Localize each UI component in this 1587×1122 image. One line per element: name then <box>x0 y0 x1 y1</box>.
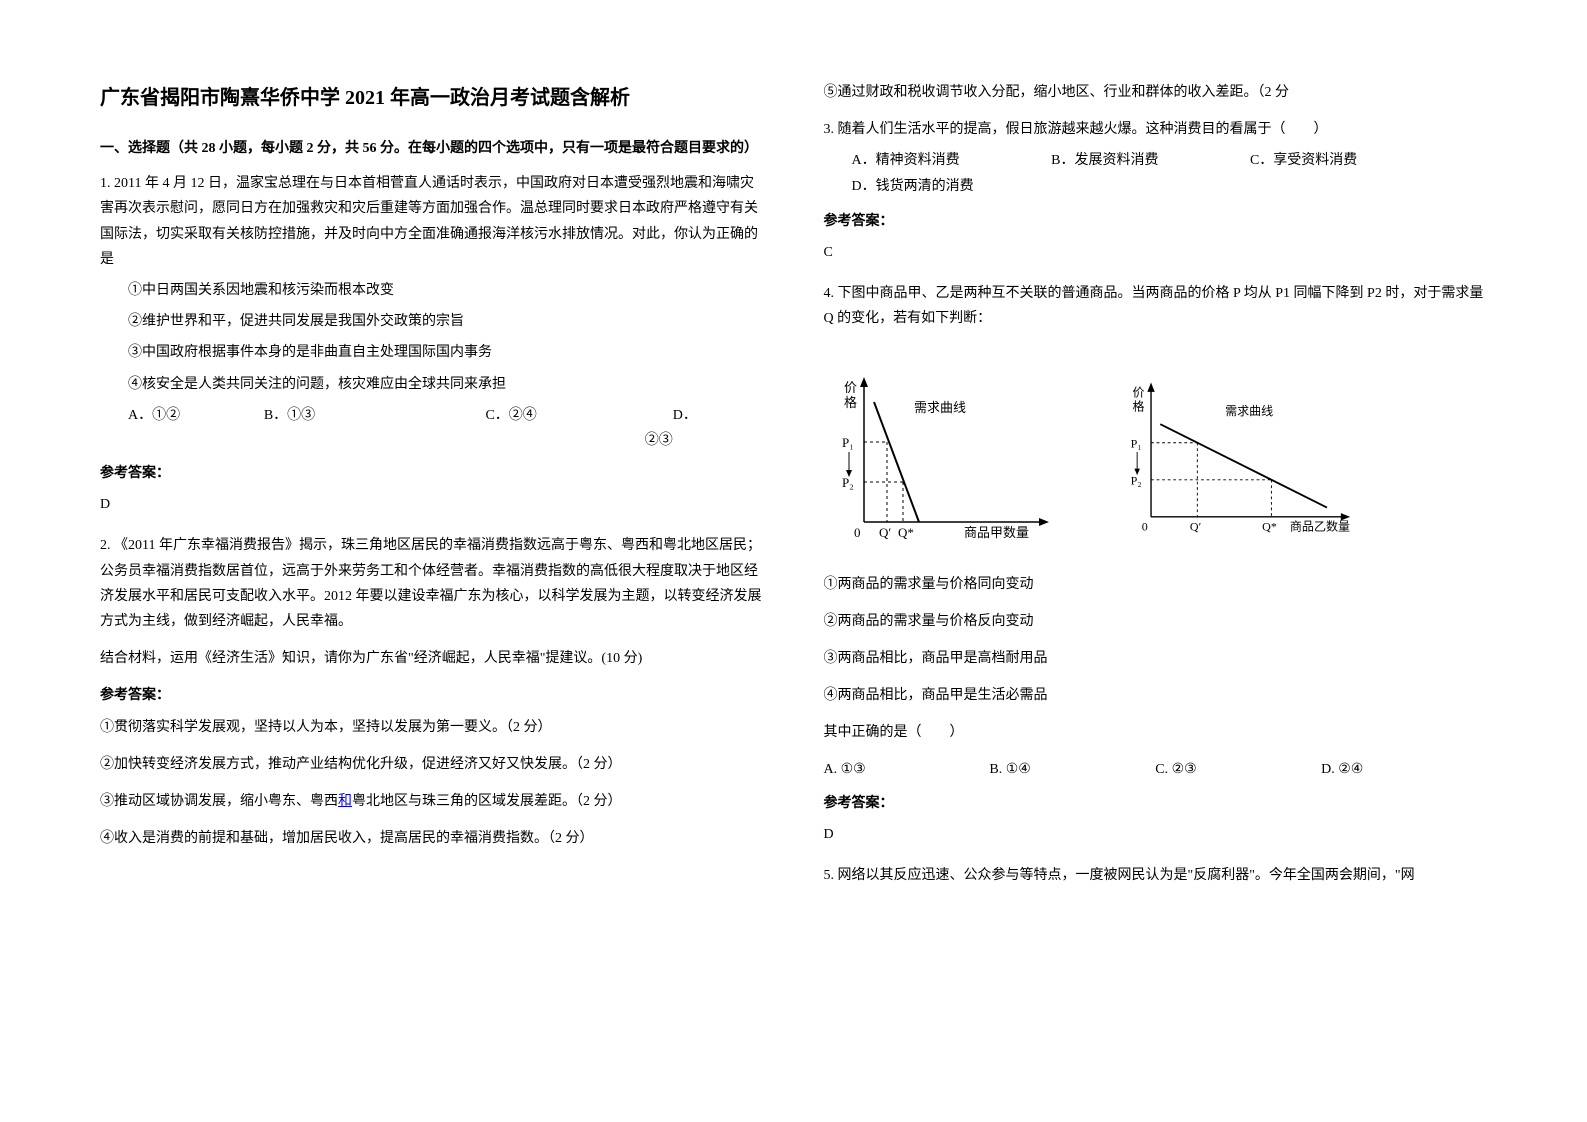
q4-stem: 其中正确的是（ ） <box>824 720 1488 745</box>
svg-text:格: 格 <box>844 395 857 410</box>
q4-statement-2: ②两商品的需求量与价格反向变动 <box>824 609 1488 634</box>
q3-optA: A．精神资料消费 <box>824 148 960 173</box>
left-column: 广东省揭阳市陶熹华侨中学 2021 年高一政治月考试题含解析 一、选择题（共 2… <box>100 80 764 1082</box>
svg-text:P₁: P₁ <box>1130 436 1141 450</box>
q2-answer-3: ③推动区域协调发展，缩小粤东、粤西和粤北地区与珠三角的区域发展差距。（2 分） <box>100 789 764 814</box>
q1-statement-1: ①中日两国关系因地震和核污染而根本改变 <box>100 278 764 303</box>
svg-text:格: 格 <box>1132 398 1144 413</box>
q4-optA: A. ①③ <box>824 757 990 782</box>
chart-yi-ylabel: 价 <box>1132 385 1144 399</box>
q1-options: A．①② B．①③ C．②④ D．②③ <box>100 403 764 453</box>
q2-a3-link[interactable]: 和 <box>338 794 352 809</box>
svg-text:Q′: Q′ <box>879 525 891 540</box>
q1-text: 1. 2011 年 4 月 12 日，温家宝总理在与日本首相菅直人通话时表示，中… <box>100 171 764 272</box>
q3-answer: C <box>824 240 1488 265</box>
page-title: 广东省揭阳市陶熹华侨中学 2021 年高一政治月考试题含解析 <box>100 80 764 116</box>
q4-optB: B. ①④ <box>989 757 1155 782</box>
q2-prompt: 结合材料，运用《经济生活》知识，请你为广东省"经济崛起，人民幸福"提建议。(10… <box>100 646 764 671</box>
svg-text:Q′: Q′ <box>1189 519 1201 533</box>
right-column: ⑤通过财政和税收调节收入分配，缩小地区、行业和群体的收入差距。（2 分 3. 随… <box>824 80 1488 1082</box>
q3-optD: D．钱货两清的消费 <box>824 174 974 199</box>
q1-optD: D．②③ <box>645 403 714 453</box>
chart-yi-curve-label: 需求曲线 <box>1225 403 1273 417</box>
question-1: 1. 2011 年 4 月 12 日，温家宝总理在与日本首相菅直人通话时表示，中… <box>100 171 764 517</box>
q1-statement-3: ③中国政府根据事件本身的是非曲直自主处理国际国内事务 <box>100 340 764 365</box>
q1-optC: C．②④ <box>457 403 594 453</box>
q1-answer-label: 参考答案： <box>100 461 764 486</box>
q4-options: A. ①③ B. ①④ C. ②③ D. ②④ <box>824 757 1488 782</box>
chart-jia-xlabel: 商品甲数量 <box>964 525 1029 540</box>
q3-text: 3. 随着人们生活水平的提高，假日旅游越来越火爆。这种消费目的看属于（ ） <box>824 117 1488 142</box>
chart-yi-xlabel: 商品乙数量 <box>1289 518 1349 533</box>
chart-yi: 价 格 需求曲线 P₁ P₂ <box>1114 352 1364 552</box>
q4-statement-4: ④两商品相比，商品甲是生活必需品 <box>824 683 1488 708</box>
q4-answer-label: 参考答案： <box>824 791 1488 816</box>
q5-text: 5. 网络以其反应迅速、公众参与等特点，一度被网民认为是"反腐利器"。今年全国两… <box>824 863 1488 888</box>
svg-text:P₂: P₂ <box>1130 473 1141 487</box>
q1-optA: A．①② <box>100 403 186 453</box>
q4-optC: C. ②③ <box>1155 757 1321 782</box>
q2-answer-2: ②加快转变经济发展方式，推动产业结构优化升级，促进经济又好又快发展。（2 分） <box>100 752 764 777</box>
chart-jia: 价 格 需求曲线 P₁ P₂ <box>824 352 1074 552</box>
q4-statement-3: ③两商品相比，商品甲是高档耐用品 <box>824 646 1488 671</box>
q3-optB: B．发展资料消费 <box>1023 148 1158 173</box>
question-2: 2. 《2011 年广东幸福消费报告》揭示，珠三角地区居民的幸福消费指数远高于粤… <box>100 533 764 851</box>
q2-answer-5: ⑤通过财政和税收调节收入分配，缩小地区、行业和群体的收入差距。（2 分 <box>824 80 1488 105</box>
chart-jia-ylabel: 价 <box>844 380 857 395</box>
section-header: 一、选择题（共 28 小题，每小题 2 分，共 56 分。在每小题的四个选项中，… <box>100 136 764 161</box>
q1-answer: D <box>100 492 764 517</box>
question-4: 4. 下图中商品甲、乙是两种互不关联的普通商品。当两商品的价格 P 均从 P1 … <box>824 281 1488 847</box>
q2-a3-post: 粤北地区与珠三角的区域发展差距。（2 分） <box>352 794 622 809</box>
q2-a3-pre: ③推动区域协调发展，缩小粤东、粤西 <box>100 794 338 809</box>
q3-options: A．精神资料消费 B．发展资料消费 C．享受资料消费 D．钱货两清的消费 <box>824 148 1488 198</box>
q4-optD: D. ②④ <box>1321 757 1487 782</box>
chart-jia-curve-label: 需求曲线 <box>914 400 966 415</box>
q2-text: 2. 《2011 年广东幸福消费报告》揭示，珠三角地区居民的幸福消费指数远高于粤… <box>100 533 764 634</box>
question-5: 5. 网络以其反应迅速、公众参与等特点，一度被网民认为是"反腐利器"。今年全国两… <box>824 863 1488 888</box>
q2-answer-4: ④收入是消费的前提和基础，增加居民收入，提高居民的幸福消费指数。（2 分） <box>100 826 764 851</box>
q4-charts: 价 格 需求曲线 P₁ P₂ <box>824 352 1488 552</box>
q4-statement-1: ①两商品的需求量与价格同向变动 <box>824 572 1488 597</box>
svg-text:P₁: P₁ <box>842 435 854 450</box>
q1-optB: B．①③ <box>236 403 408 453</box>
svg-text:Q*: Q* <box>1262 519 1277 533</box>
q3-optC: C．享受资料消费 <box>1222 148 1357 173</box>
q2-answer-1: ①贯彻落实科学发展观，坚持以人为本，坚持以发展为第一要义。（2 分） <box>100 715 764 740</box>
svg-text:0: 0 <box>1141 519 1147 533</box>
q2-answer-label: 参考答案： <box>100 683 764 708</box>
q3-answer-label: 参考答案： <box>824 209 1488 234</box>
q1-statement-2: ②维护世界和平，促进共同发展是我国外交政策的宗旨 <box>100 309 764 334</box>
q4-text: 4. 下图中商品甲、乙是两种互不关联的普通商品。当两商品的价格 P 均从 P1 … <box>824 281 1488 331</box>
svg-text:Q*: Q* <box>898 525 914 540</box>
question-3: 3. 随着人们生活水平的提高，假日旅游越来越火爆。这种消费目的看属于（ ） A．… <box>824 117 1488 265</box>
svg-text:P₂: P₂ <box>842 475 854 490</box>
q1-statement-4: ④核安全是人类共同关注的问题，核灾难应由全球共同来承担 <box>100 372 764 397</box>
svg-text:0: 0 <box>854 525 861 540</box>
q4-answer: D <box>824 822 1488 847</box>
